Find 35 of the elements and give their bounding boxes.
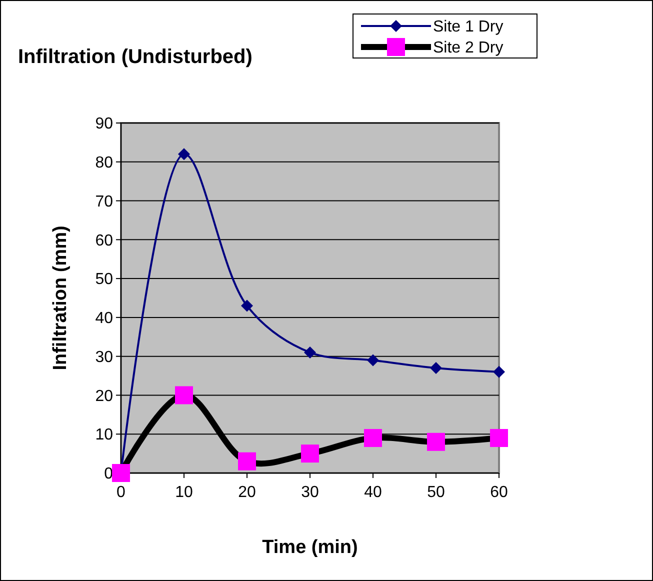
y-tick-label: 80 [95, 154, 114, 172]
chart-title: Infiltration (Undisturbed) [18, 46, 252, 68]
x-tick-label: 50 [427, 484, 445, 501]
point [490, 429, 508, 447]
point [241, 300, 253, 312]
point [175, 386, 193, 404]
legend-label: Site 1 Dry [433, 18, 504, 36]
y-tick-label: 20 [95, 388, 114, 405]
x-tick-label: 60 [490, 484, 508, 501]
y-tick-label: 40 [95, 310, 114, 328]
point [178, 148, 190, 160]
point [427, 432, 445, 451]
point [493, 366, 505, 378]
x-tick-label: 40 [364, 484, 382, 501]
x-tick-label: 10 [175, 484, 193, 501]
point [304, 346, 316, 358]
x-tick-label: 20 [238, 484, 256, 501]
y-tick-label: 60 [95, 232, 114, 250]
y-tick-label: 30 [95, 348, 114, 366]
y-tick-label: 50 [95, 271, 114, 288]
x-axis-title: Time (min) [262, 537, 358, 558]
y-tick-label: 10 [95, 426, 114, 444]
point [430, 362, 442, 374]
point [364, 429, 382, 447]
point [238, 452, 256, 470]
point [301, 444, 319, 463]
y-tick-label: 0 [104, 466, 114, 483]
y-axis-title: Infiltration (mm) [50, 226, 71, 370]
x-tick-label: 30 [301, 484, 319, 501]
y-tick-label: 70 [95, 193, 114, 210]
legend-label: Site 2 Dry [433, 40, 504, 57]
y-tick-label: 90 [95, 116, 114, 133]
point [367, 354, 379, 366]
point [112, 464, 130, 482]
x-tick-label: 0 [116, 484, 126, 501]
